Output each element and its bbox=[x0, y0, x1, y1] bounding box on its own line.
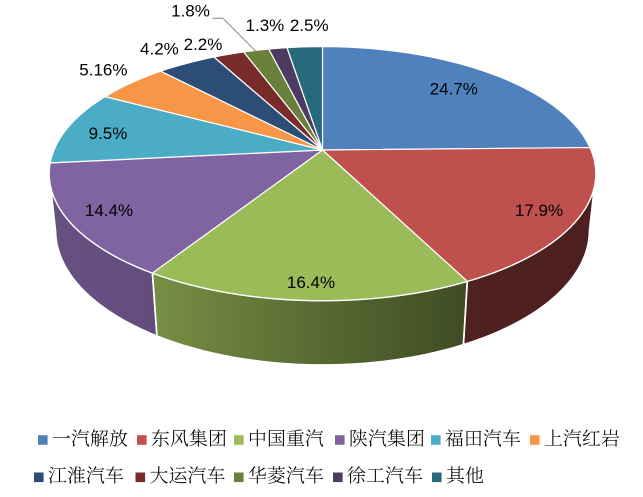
svg-text:24.7%: 24.7% bbox=[430, 80, 478, 99]
svg-text:5.16%: 5.16% bbox=[79, 61, 127, 80]
svg-text:14.4%: 14.4% bbox=[85, 201, 133, 220]
svg-text:1.8%: 1.8% bbox=[171, 2, 210, 21]
svg-text:4.2%: 4.2% bbox=[140, 39, 179, 58]
svg-text:2.5%: 2.5% bbox=[290, 16, 329, 35]
svg-text:16.4%: 16.4% bbox=[287, 273, 335, 292]
svg-text:1.3%: 1.3% bbox=[246, 16, 285, 35]
svg-text:17.9%: 17.9% bbox=[515, 201, 563, 220]
svg-text:2.2%: 2.2% bbox=[184, 35, 223, 54]
svg-text:9.5%: 9.5% bbox=[89, 124, 128, 143]
